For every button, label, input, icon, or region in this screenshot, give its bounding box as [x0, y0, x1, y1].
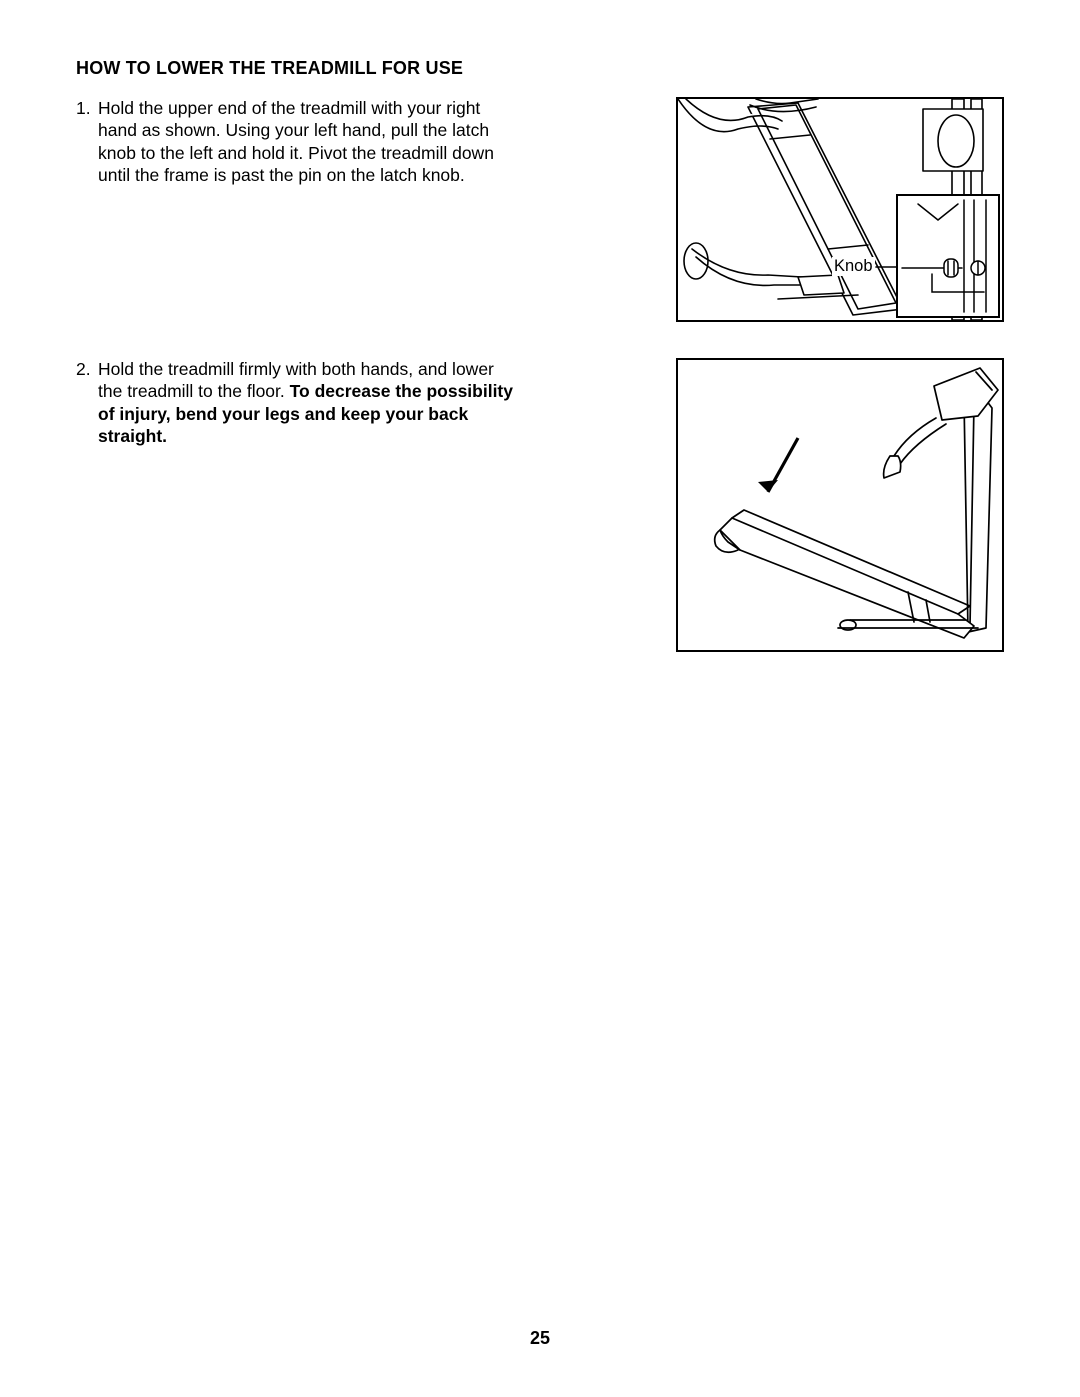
step-text: Hold the upper end of the treadmill with…: [98, 98, 494, 185]
step-body: Hold the treadmill firmly with both hand…: [98, 358, 521, 448]
step-2-text: 2. Hold the treadmill firmly with both h…: [76, 358, 521, 448]
figure-2: [676, 358, 1004, 652]
step-2-row: 2. Hold the treadmill firmly with both h…: [76, 358, 1004, 652]
knob-detail-icon: [898, 196, 998, 316]
figure-1-col: Knob: [676, 97, 1004, 322]
step-body: Hold the upper end of the treadmill with…: [98, 97, 521, 187]
figure-1-inset: [896, 194, 1000, 318]
list-item: 2. Hold the treadmill firmly with both h…: [76, 358, 521, 448]
knob-label: Knob: [832, 257, 875, 276]
list-item: 1. Hold the upper end of the treadmill w…: [76, 97, 521, 187]
step-1-row: 1. Hold the upper end of the treadmill w…: [76, 97, 1004, 322]
figure-1: Knob: [676, 97, 1004, 322]
step-number: 1.: [76, 97, 98, 187]
step-number: 2.: [76, 358, 98, 448]
section-heading: HOW TO LOWER THE TREADMILL FOR USE: [76, 58, 1004, 79]
step-1-text: 1. Hold the upper end of the treadmill w…: [76, 97, 521, 187]
document-page: HOW TO LOWER THE TREADMILL FOR USE 1. Ho…: [0, 0, 1080, 1397]
treadmill-lower-icon: [678, 360, 1002, 650]
page-number: 25: [0, 1328, 1080, 1349]
lower-arrow-icon: [758, 438, 798, 492]
figure-2-col: [676, 358, 1004, 652]
